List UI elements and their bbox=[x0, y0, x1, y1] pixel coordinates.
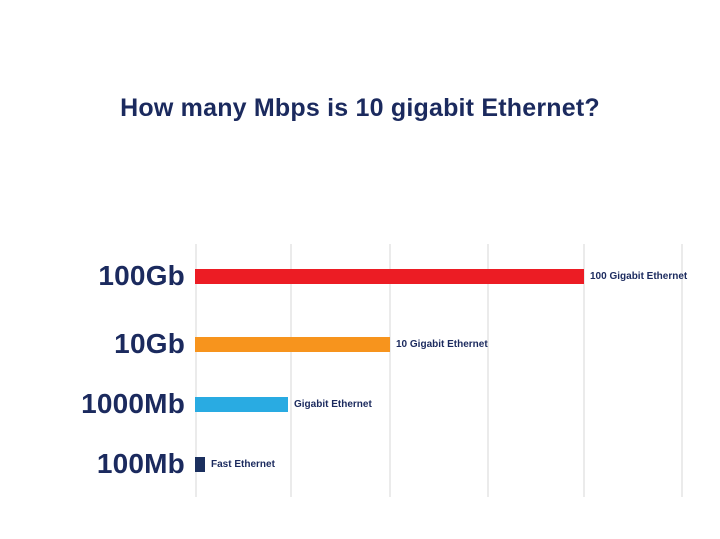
chart-row: 1000Mb Gigabit Ethernet bbox=[0, 387, 720, 421]
data-bar bbox=[195, 456, 205, 472]
data-bar bbox=[195, 268, 584, 284]
bar-value-label: 100 Gigabit Ethernet bbox=[590, 270, 688, 282]
gridline bbox=[195, 244, 197, 497]
category-label: 100Gb bbox=[98, 260, 185, 291]
bar-value-label: 10 Gigabit Ethernet bbox=[396, 338, 488, 350]
bar-value-label: Fast Ethernet bbox=[211, 458, 275, 470]
category-label: 1000Mb bbox=[81, 388, 185, 419]
chart-row: 100Mb Fast Ethernet bbox=[0, 447, 720, 481]
chart-row: 10Gb 10 Gigabit Ethernet bbox=[0, 327, 720, 361]
category-label: 100Mb bbox=[96, 448, 185, 479]
chart-row: 100Gb 100 Gigabit Ethernet bbox=[0, 259, 720, 293]
gridline bbox=[389, 244, 391, 497]
gridline bbox=[487, 244, 489, 497]
gridline bbox=[681, 244, 683, 497]
data-bar bbox=[195, 336, 390, 352]
gridline bbox=[583, 244, 585, 497]
category-label: 10Gb bbox=[114, 328, 185, 359]
data-bar bbox=[195, 396, 288, 412]
chart-title: How many Mbps is 10 gigabit Ethernet? bbox=[120, 94, 600, 122]
gridline bbox=[290, 244, 292, 497]
bar-value-label: Gigabit Ethernet bbox=[294, 398, 372, 410]
